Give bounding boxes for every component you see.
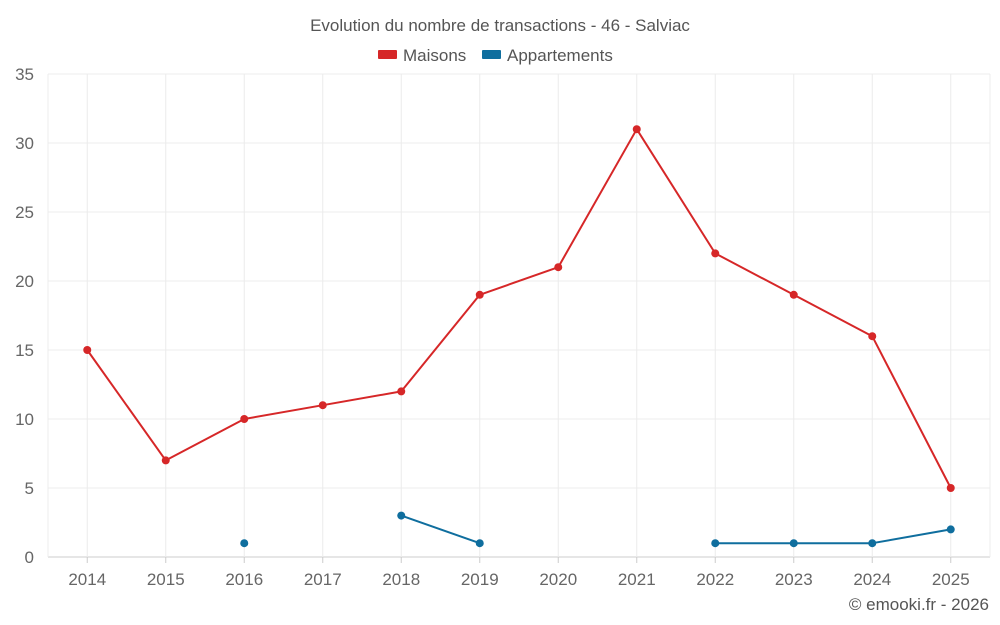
- credit-text: © emooki.fr - 2026: [849, 595, 989, 614]
- y-tick-label: 10: [15, 410, 34, 429]
- series-line-maisons: [86, 128, 952, 489]
- data-point-appartements[interactable]: [711, 539, 720, 548]
- data-point-maisons[interactable]: [475, 290, 484, 299]
- data-point-maisons[interactable]: [554, 263, 563, 272]
- grid: [47, 73, 991, 558]
- data-point-maisons[interactable]: [711, 249, 720, 258]
- series-line-appartements: [714, 528, 952, 545]
- legend-swatch-appartements: [482, 50, 501, 59]
- data-point-appartements[interactable]: [240, 539, 249, 548]
- x-tick-label: 2020: [539, 570, 577, 589]
- data-point-maisons[interactable]: [789, 290, 798, 299]
- x-tick-label: 2018: [382, 570, 420, 589]
- data-point-maisons[interactable]: [161, 456, 170, 465]
- data-point-maisons[interactable]: [868, 332, 877, 341]
- legend-item-appartements[interactable]: Appartements: [482, 46, 613, 65]
- data-point-appartements[interactable]: [868, 539, 877, 548]
- x-tick-label: 2024: [853, 570, 891, 589]
- x-tick-label: 2022: [696, 570, 734, 589]
- legend-label-appartements: Appartements: [507, 46, 613, 65]
- series-appartements: [240, 511, 955, 548]
- x-tick-label: 2015: [147, 570, 185, 589]
- x-tick-label: 2014: [68, 570, 106, 589]
- y-tick-label: 25: [15, 203, 34, 222]
- x-tick-label: 2017: [304, 570, 342, 589]
- series-layer: [83, 125, 955, 548]
- data-point-appartements[interactable]: [789, 539, 798, 548]
- series-maisons: [83, 125, 955, 492]
- data-point-appartements[interactable]: [946, 525, 955, 534]
- chart-title: Evolution du nombre de transactions - 46…: [310, 16, 690, 35]
- data-point-maisons[interactable]: [240, 415, 249, 423]
- data-point-maisons[interactable]: [318, 401, 327, 410]
- legend-label-maisons: Maisons: [403, 46, 466, 65]
- series-line-appartements: [400, 514, 481, 545]
- data-point-maisons[interactable]: [397, 387, 406, 396]
- data-point-appartements[interactable]: [397, 511, 406, 520]
- y-tick-label: 30: [15, 134, 34, 153]
- y-tick-label: 20: [15, 272, 34, 291]
- y-tick-label: 0: [25, 548, 34, 567]
- legend-swatch-maisons: [378, 50, 397, 59]
- x-tick-label: 2021: [618, 570, 656, 589]
- x-tick-label: 2025: [932, 570, 970, 589]
- legend: Maisons Appartements: [378, 46, 613, 65]
- x-tick-label: 2023: [775, 570, 813, 589]
- x-tick-label: 2019: [461, 570, 499, 589]
- y-tick-label: 35: [15, 65, 34, 84]
- y-tick-label: 15: [15, 341, 34, 360]
- data-point-maisons[interactable]: [632, 125, 641, 134]
- data-point-maisons[interactable]: [946, 484, 955, 492]
- data-point-appartements[interactable]: [475, 539, 484, 548]
- data-point-maisons[interactable]: [83, 346, 92, 354]
- x-tick-label: 2016: [225, 570, 263, 589]
- y-tick-label: 5: [25, 479, 34, 498]
- legend-item-maisons[interactable]: Maisons: [378, 46, 466, 65]
